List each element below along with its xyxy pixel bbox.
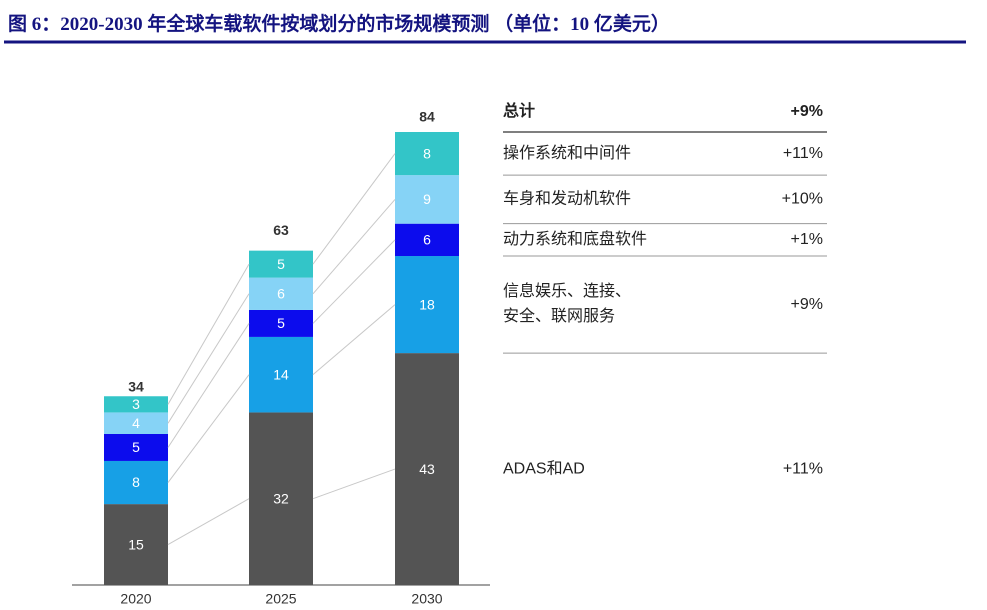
bar-segment (104, 460, 168, 505)
bar-segment (104, 412, 168, 434)
bar-segment (104, 434, 168, 461)
bar-segment (249, 412, 313, 585)
total-label: 84 (419, 109, 435, 125)
value-label: 8 (423, 145, 431, 161)
bar-segment (249, 309, 313, 337)
value-label: 15 (128, 536, 144, 552)
connector (167, 263, 250, 405)
connector (167, 293, 250, 424)
bar-segment (249, 277, 313, 310)
connector (312, 199, 396, 295)
legend-label: ADAS和AD (503, 459, 585, 477)
value-label: 8 (132, 474, 140, 490)
legend-growth: +10% (782, 191, 823, 208)
value-label: 43 (419, 461, 435, 477)
connector (167, 374, 250, 483)
value-label: 6 (423, 232, 431, 248)
x-tick-label: 2020 (120, 591, 151, 607)
total-label: 34 (128, 378, 144, 394)
bar-segment (395, 132, 459, 176)
bar-segment (104, 504, 168, 585)
chart-title: 图 6：2020-2030 年全球车载软件按域划分的市场规模预测 （单位：10 … (8, 12, 670, 35)
value-label: 5 (132, 439, 140, 455)
bar-segment (395, 256, 459, 354)
legend-label: 动力系统和底盘软件 (503, 229, 647, 248)
value-label: 6 (277, 285, 285, 301)
legend-label: 操作系统和中间件 (503, 144, 631, 162)
table-header-growth: +9% (791, 103, 823, 120)
value-label: 3 (132, 396, 140, 412)
connector (167, 498, 250, 545)
connector (312, 304, 396, 376)
x-tick-label: 2030 (411, 591, 442, 607)
bar-segment (249, 250, 313, 278)
bar-segment (249, 336, 313, 413)
connector (312, 239, 396, 324)
bar-segment (104, 396, 168, 413)
legend-label: 信息娱乐、连接、安全、联网服务 (503, 282, 631, 325)
bar-segment (395, 175, 459, 224)
legend-growth: +11% (783, 460, 823, 477)
legend-growth: +9% (791, 296, 823, 313)
total-label: 63 (273, 222, 289, 238)
connector (312, 468, 396, 500)
value-label: 14 (273, 366, 289, 382)
x-tick-label: 2025 (265, 591, 296, 607)
value-label: 5 (277, 256, 285, 272)
connector (167, 323, 250, 448)
bar-segment (395, 353, 459, 585)
value-label: 5 (277, 315, 285, 331)
legend-growth: +11% (783, 145, 823, 162)
connector (312, 153, 396, 265)
value-label: 18 (419, 296, 435, 312)
value-label: 32 (273, 490, 289, 506)
value-label: 4 (132, 415, 140, 431)
table-header: 总计 (503, 101, 535, 120)
legend-label: 车身和发动机软件 (503, 190, 631, 208)
legend-growth: +1% (791, 231, 823, 248)
value-label: 9 (423, 191, 431, 207)
bar-segment (395, 223, 459, 257)
